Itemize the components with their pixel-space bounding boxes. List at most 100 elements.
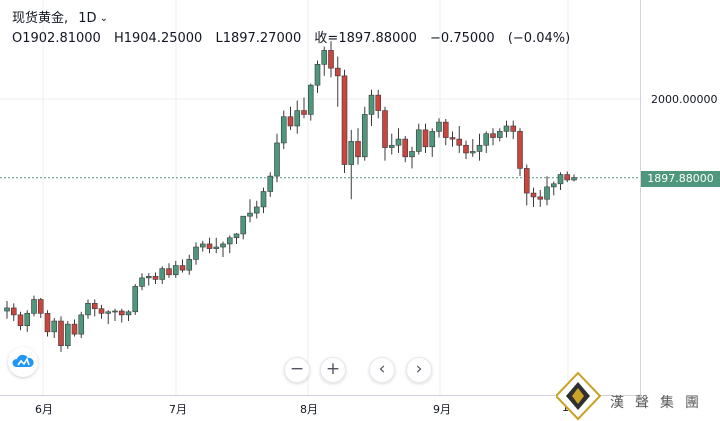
candle: [517, 128, 523, 177]
candle-body-down: [179, 265, 186, 271]
last-price-badge: 1897.88000: [641, 171, 720, 187]
candle: [51, 317, 58, 339]
symbol-name[interactable]: 现货黄金,: [12, 11, 69, 26]
price-axis[interactable]: 2000.00000: [640, 0, 720, 395]
candle-body-up: [557, 174, 564, 185]
candle: [496, 128, 503, 142]
candle: [557, 172, 564, 190]
time-axis[interactable]: 6月 7月 8月 9月 10: [0, 395, 640, 421]
cloud-save-button[interactable]: [8, 347, 38, 377]
interval-label[interactable]: 1D: [78, 11, 97, 26]
candle: [240, 215, 247, 240]
candle: [44, 310, 51, 337]
candle: [429, 128, 436, 157]
candle-body-up: [226, 237, 233, 245]
candle-body-up: [186, 259, 193, 271]
candle-body-down: [375, 94, 382, 111]
scroll-right-button[interactable]: ›: [406, 357, 432, 383]
candle: [247, 199, 253, 223]
candle: [233, 233, 240, 244]
candle-body-down: [37, 299, 44, 314]
candle-body-up: [307, 84, 314, 115]
candle: [463, 140, 469, 160]
candle-body-up: [51, 320, 58, 333]
candle-body-up: [550, 183, 557, 188]
candle-body-up: [220, 243, 226, 248]
candle-body-down: [463, 144, 469, 154]
candle: [139, 273, 145, 291]
candle-body-up: [64, 323, 71, 347]
candle: [368, 89, 375, 126]
candle: [334, 56, 341, 107]
candle-body-up: [112, 310, 118, 313]
candle-body-down: [166, 268, 172, 276]
candle: [37, 297, 44, 318]
candle-body-up: [348, 141, 355, 165]
candle: [341, 69, 348, 174]
candle: [442, 119, 449, 146]
candle-body-up: [476, 144, 483, 152]
change-value: −0.75000: [430, 31, 495, 46]
candle: [571, 174, 577, 182]
candle: [544, 176, 550, 206]
candle: [31, 295, 37, 317]
candles-group: [4, 41, 577, 352]
candle-body-down: [328, 50, 334, 69]
candle-body-down: [537, 196, 544, 200]
candle: [226, 235, 233, 254]
candle: [17, 311, 24, 331]
candle-body-down: [449, 137, 456, 140]
candle: [537, 189, 544, 207]
candle-body-down: [510, 125, 517, 132]
candlestick-chart[interactable]: [0, 0, 640, 395]
zoom-in-button[interactable]: +: [320, 357, 346, 383]
time-label-sep: 9月: [433, 403, 451, 416]
candle: [220, 241, 226, 258]
candle: [348, 129, 355, 200]
candle-body-up: [145, 276, 152, 279]
candle-body-down: [10, 307, 17, 316]
candle-body-up: [280, 116, 287, 144]
candle: [267, 172, 274, 197]
scroll-left-button[interactable]: ‹: [369, 357, 395, 383]
candle: [449, 131, 456, 147]
candle-body-up: [4, 307, 10, 312]
candle: [301, 97, 307, 119]
candle: [206, 237, 213, 254]
open-value: O1902.81000: [12, 31, 101, 46]
candle-body-up: [436, 121, 442, 132]
candle: [112, 308, 118, 322]
candle: [523, 164, 530, 206]
candle: [361, 106, 368, 161]
candle: [152, 272, 159, 285]
candle-body-down: [91, 303, 98, 310]
candle-body-down: [17, 314, 24, 326]
candle-body-up: [469, 151, 476, 154]
candle: [4, 301, 10, 319]
close-value: 收=1897.88000: [314, 31, 417, 46]
candle: [253, 200, 260, 219]
candle: [456, 125, 463, 153]
candle-body-up: [429, 131, 436, 148]
candle: [395, 128, 402, 153]
candle-body-up: [240, 215, 247, 235]
candle: [328, 41, 334, 78]
candle: [179, 259, 186, 273]
chevron-down-icon[interactable]: ⌄: [99, 13, 108, 24]
high-value: H1904.25000: [113, 31, 203, 46]
candle-body-down: [71, 323, 78, 335]
candle-body-up: [314, 64, 321, 86]
candle-body-up: [172, 265, 179, 276]
zoom-out-button[interactable]: −: [284, 357, 310, 383]
candle-body-up: [409, 151, 415, 158]
candle: [382, 106, 388, 161]
candle: [550, 181, 557, 196]
candle-body-down: [118, 310, 125, 316]
candle: [307, 83, 314, 121]
candle: [483, 131, 490, 153]
candle-body-down: [442, 121, 449, 138]
candle: [260, 187, 267, 214]
logo-diamond-icon: [556, 371, 602, 421]
time-label-jun: 6月: [35, 403, 53, 416]
candle: [58, 316, 64, 352]
